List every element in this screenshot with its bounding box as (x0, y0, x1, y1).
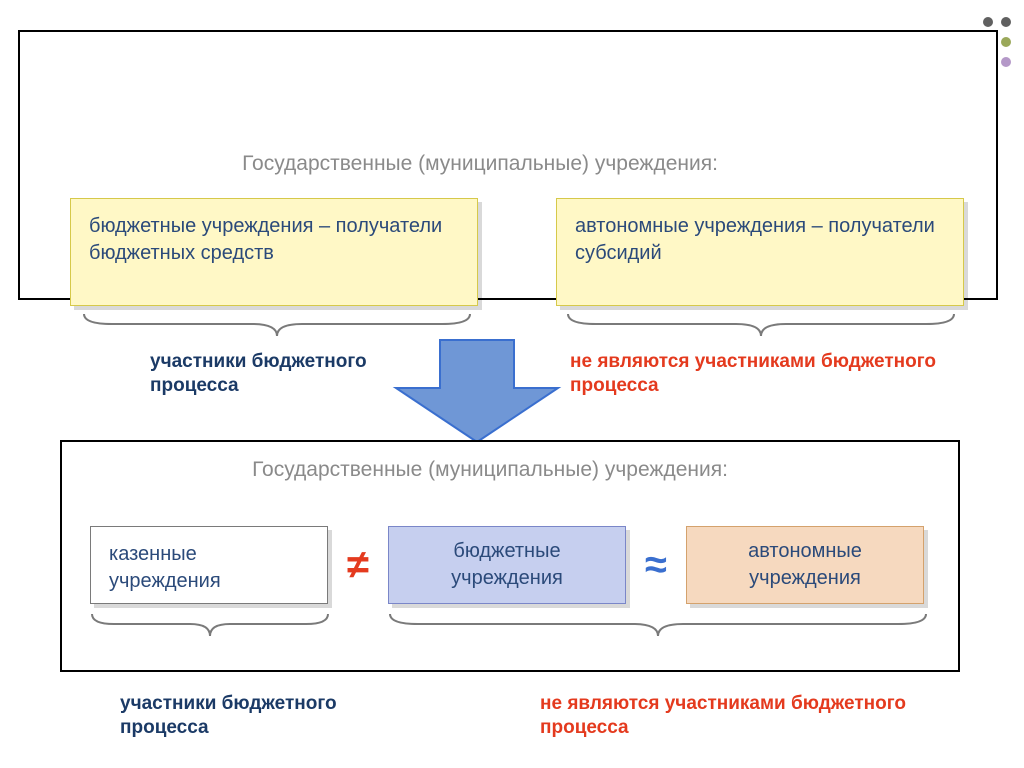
box-budget-recipients: бюджетные учреждения – получатели бюджет… (70, 198, 478, 306)
top-header: Государственные (муниципальные) учрежден… (160, 150, 800, 177)
box-autonomous-subsidy: автономные учреждения – получатели субси… (556, 198, 964, 306)
down-arrow-icon (392, 336, 562, 446)
box-text: автономные учреждения – получатели субси… (575, 215, 935, 264)
label-nonparticipants-bottom: не являются участниками бюджетного проце… (540, 692, 930, 740)
brace-bottom-right (388, 612, 928, 638)
box-text: бюджетные учреждения (407, 538, 607, 592)
op-approx: ≈ (626, 543, 686, 588)
top-row: бюджетные учреждения – получатели бюджет… (70, 198, 964, 306)
bottom-row: казенные учреждения ≠ бюджетные учрежден… (90, 526, 924, 604)
box-text: бюджетные учреждения – получатели бюджет… (89, 215, 442, 264)
brace-top-right (566, 312, 956, 338)
box-text: автономные учреждения (705, 538, 905, 592)
label-nonparticipants-top: не являются участниками бюджетного проце… (570, 350, 960, 398)
label-participants-bottom: участники бюджетного процесса (120, 692, 340, 740)
box-state-owned: казенные учреждения (90, 526, 328, 604)
box-text: казенные учреждения (109, 543, 221, 592)
bottom-header: Государственные (муниципальные) учрежден… (180, 456, 800, 483)
box-budget: бюджетные учреждения (388, 526, 626, 604)
box-autonomous: автономные учреждения (686, 526, 924, 604)
brace-top-left (82, 312, 472, 338)
op-not-equal: ≠ (328, 543, 388, 588)
label-participants-top: участники бюджетного процесса (150, 350, 370, 398)
brace-bottom-left (90, 612, 330, 638)
